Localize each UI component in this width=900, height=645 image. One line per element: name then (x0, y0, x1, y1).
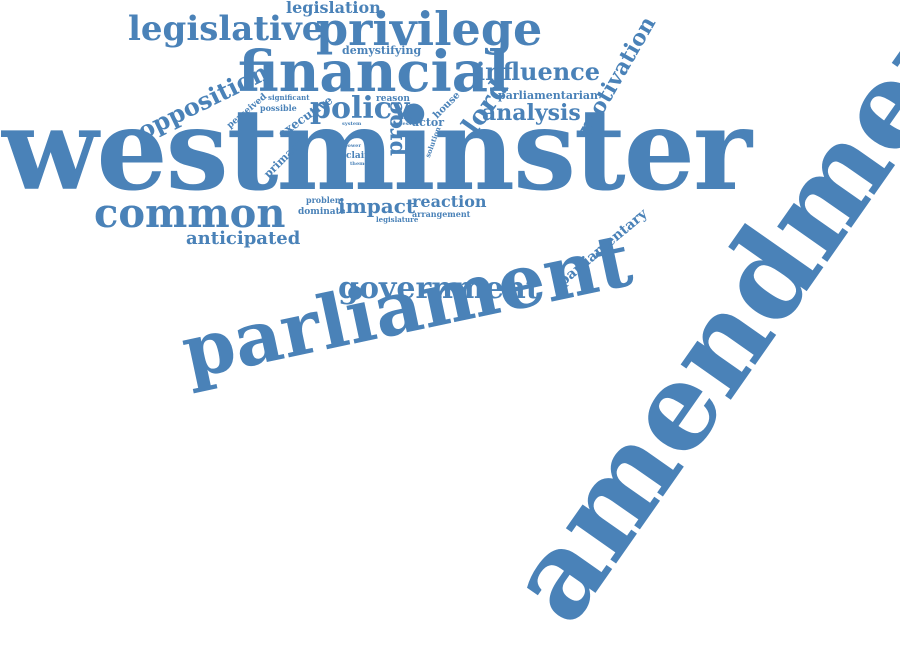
word-legislature: legislature (376, 215, 419, 224)
word-proc: proc (382, 100, 408, 156)
word-theme: theme (350, 161, 368, 167)
word-policy: policy (310, 91, 410, 126)
word-problem: problem (306, 195, 344, 205)
word-legislation: legislation (286, 0, 381, 17)
word-privilege: privilege (316, 2, 543, 56)
word-demystifying: demystifying (342, 44, 422, 57)
word-anticipated: anticipated (186, 228, 301, 249)
word-significant: significant (268, 93, 310, 102)
word-success: success (390, 121, 412, 127)
word-financial: financial (238, 39, 510, 105)
word-westminster: westminster (2, 85, 752, 216)
word-government: government (338, 271, 540, 306)
word-influence: influence (476, 57, 601, 86)
word-arrangement: arrangement (412, 209, 471, 219)
word-possible: possible (260, 103, 297, 113)
word-common: common (94, 190, 286, 237)
word-claim: claim (346, 151, 374, 161)
word-impact: impact (338, 194, 416, 218)
word-system: system (342, 121, 362, 127)
word-legislative: legislative (128, 9, 324, 49)
word-view: view (412, 137, 425, 143)
word-analysis: analysis (482, 100, 581, 126)
word-actor: actor (412, 116, 445, 129)
word-reason: reason (376, 94, 410, 104)
word-parliamentarian: parliamentarian (498, 89, 599, 102)
word-reaction: reaction (412, 192, 487, 211)
word-dominate: dominate (298, 207, 346, 217)
word-change: change (392, 115, 413, 121)
word-power: power (344, 143, 361, 149)
